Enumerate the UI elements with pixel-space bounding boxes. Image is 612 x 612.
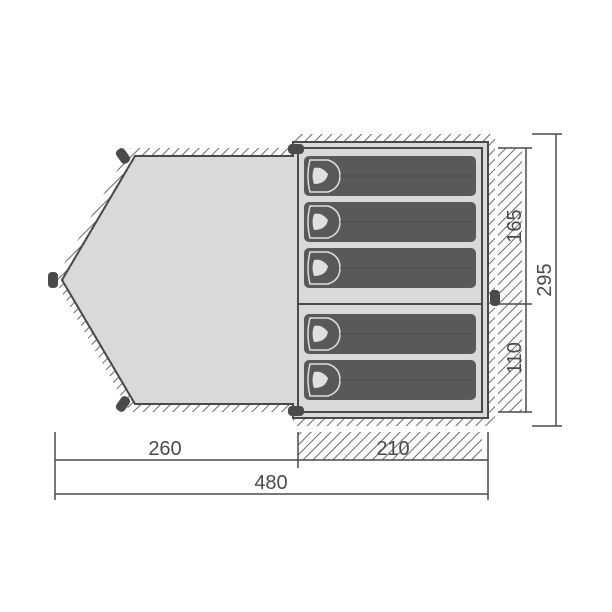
sleeping-bag (304, 360, 476, 400)
sleeping-bag (304, 314, 476, 354)
dim-210: 210 (376, 438, 409, 460)
sleeping-bag (304, 248, 476, 288)
sleeping-bag (304, 202, 476, 242)
sleeping-bag (304, 156, 476, 196)
tent-floorplan-diagram: 260 210 480 165 110 295 (0, 0, 612, 612)
dim-295: 295 (534, 263, 556, 296)
dim-165: 165 (504, 209, 526, 242)
dim-480: 480 (254, 472, 287, 494)
dim-110: 110 (504, 342, 526, 374)
dim-260: 260 (148, 438, 181, 460)
sleeping-bags (304, 156, 476, 400)
